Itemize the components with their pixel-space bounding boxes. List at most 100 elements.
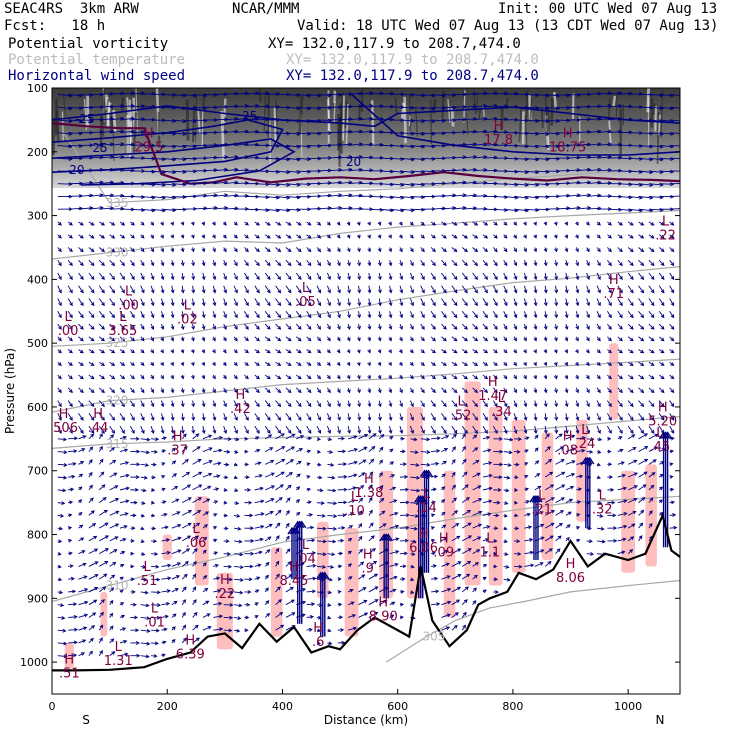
extremum-type: H — [363, 547, 373, 562]
extremum-type: H — [59, 407, 69, 422]
theta-contour — [385, 579, 680, 663]
field-wind-xy: XY= 132.0,117.9 to 208.7,474.0 — [286, 68, 539, 84]
y-tick-label: 500 — [27, 337, 48, 350]
extremum-type: H — [173, 429, 183, 444]
extremum-value: 8.06 — [556, 571, 585, 586]
pv-contour — [351, 93, 680, 156]
extremum-value: .21 — [531, 503, 552, 518]
field-wind-name: Horizontal wind speed — [8, 68, 186, 84]
extremum-value: .09 — [433, 545, 454, 560]
strong-updraft-vectors — [287, 431, 673, 637]
extremum-value: .00 — [58, 324, 79, 339]
theta-contour-label: 320 — [106, 394, 129, 408]
extremum-value: 17.8 — [484, 133, 513, 148]
extremum-type: L — [151, 602, 159, 617]
theta-contour — [52, 266, 680, 347]
extremum-type: H — [236, 388, 246, 403]
center-label: NCAR/MMM — [232, 1, 300, 17]
extremum-value: .08 — [557, 443, 578, 458]
extremum-type: H — [220, 573, 230, 588]
y-tick-label: 900 — [27, 592, 48, 605]
extremum-type: H — [364, 472, 374, 487]
theta-contour-label: 335 — [106, 196, 129, 210]
theta-contour-label: 325 — [106, 336, 129, 350]
extremum-type: L — [119, 310, 127, 325]
extremum-value: .45 — [649, 440, 670, 455]
extremum-type: L — [351, 490, 359, 505]
extremum-value: .22 — [655, 228, 676, 243]
extremum-type: H — [439, 531, 449, 546]
pv-contour-label: 25 — [92, 141, 107, 155]
theta-contour — [52, 209, 680, 260]
extremum-value: .52 — [451, 408, 472, 423]
extremum-type: L — [498, 391, 506, 406]
extremum-type: H — [488, 375, 498, 390]
extremum-type: H — [563, 126, 573, 141]
extremum-value: .06 — [186, 536, 207, 551]
pv-contour — [52, 138, 296, 186]
theta-contour-label: 305 — [422, 630, 445, 644]
field-theta-xy: XY= 132.0,117.9 to 208.7,474.0 — [286, 52, 539, 68]
y-tick-label: 700 — [27, 465, 48, 478]
extremum-value: .34 — [491, 405, 512, 420]
x-axis-right-end-label: N — [656, 713, 665, 727]
extremum-type: H — [419, 527, 429, 542]
extremum-value: .6 — [312, 635, 324, 650]
extremum-value: 1.31 — [104, 654, 133, 669]
extremum-value: 6.39 — [176, 648, 205, 663]
extremum-value: .14 — [416, 501, 437, 516]
init-time: Init: 00 UTC Wed 07 Aug 13 — [498, 1, 718, 17]
extremum-type: H — [93, 407, 103, 422]
theta-contour — [52, 358, 680, 413]
pv-contour-label: -25 — [75, 112, 95, 126]
theta-contour — [52, 415, 680, 449]
extremum-value: .51 — [137, 574, 158, 589]
extremum-type: H — [289, 560, 299, 575]
extremum-value: .71 — [603, 287, 624, 302]
extremum-type: L — [125, 285, 133, 300]
extremum-type: L — [423, 487, 431, 502]
extremum-type: H — [185, 634, 195, 649]
extremum-type: H — [144, 126, 154, 141]
extremum-value: 1.47 — [478, 389, 507, 404]
theta-contour-label: 330 — [106, 246, 129, 260]
extremum-value: 1.38 — [354, 486, 383, 501]
theta-contour-label: 310 — [106, 579, 129, 593]
extremum-value: .37 — [167, 443, 188, 458]
extremum-value: 29.5 — [134, 140, 163, 155]
extremum-value: 8.90 — [369, 609, 398, 624]
plot-frame — [51, 87, 681, 695]
extremum-type: L — [599, 489, 607, 504]
extremum-type: L — [656, 426, 664, 441]
terrain-line — [52, 512, 680, 672]
extremum-type: H — [64, 653, 74, 668]
extremum-type: H — [566, 557, 576, 572]
theta-contour — [62, 132, 680, 204]
extremum-type: L — [115, 640, 123, 655]
extremum-value: .05 — [295, 295, 316, 310]
pv-contour-label: 20 — [69, 163, 84, 177]
extremum-type: L — [65, 310, 73, 325]
extremum-type: L — [302, 538, 310, 553]
extremum-type: L — [184, 299, 192, 314]
x-tick-label: 600 — [387, 700, 408, 713]
extremum-type: H — [609, 273, 619, 288]
extremum-value: .506 — [49, 421, 78, 436]
valid-time: Valid: 18 UTC Wed 07 Aug 13 (13 CDT Wed … — [297, 18, 719, 34]
x-axis-left-end-label: S — [82, 713, 90, 727]
extremum-value: .00 — [118, 299, 139, 314]
x-axis-label: Distance (km) — [324, 713, 408, 727]
extremum-type: L — [486, 531, 494, 546]
pv-contour-label: 20 — [346, 155, 361, 169]
extremum-value: .44 — [88, 421, 109, 436]
extremum-type: H — [378, 595, 388, 610]
extremum-type: L — [302, 281, 310, 296]
extremum-value: .32 — [592, 503, 613, 518]
extremum-value: .10 — [344, 504, 365, 519]
extremum-type: L — [192, 522, 200, 537]
extremum-value: 6.06 — [409, 541, 438, 556]
field-pv-name: Potential vorticity — [8, 36, 169, 52]
y-axis-label: Pressure (hPa) — [3, 348, 17, 434]
x-tick-label: 200 — [157, 700, 178, 713]
